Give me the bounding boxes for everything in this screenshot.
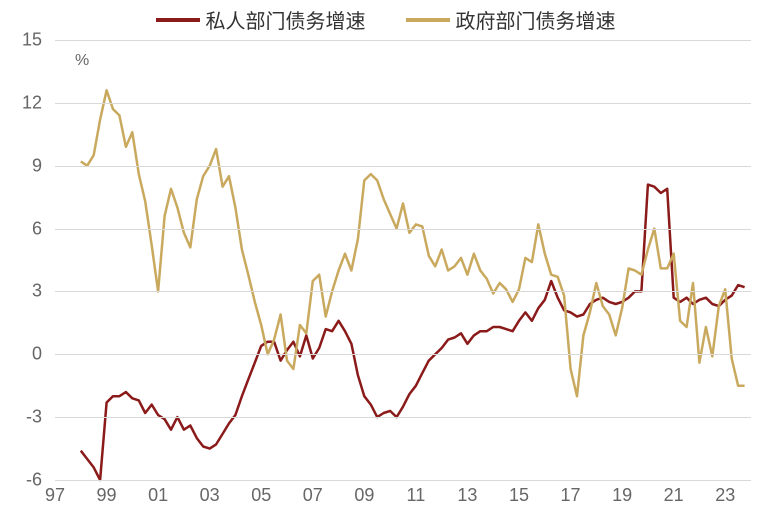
x-tick-label: 03 xyxy=(200,485,220,506)
x-tick-label: 23 xyxy=(715,485,735,506)
gridline xyxy=(55,291,751,292)
legend: 私人部门债务增速 政府部门债务增速 xyxy=(0,5,771,34)
legend-item-gov: 政府部门债务增速 xyxy=(406,5,616,34)
line-chart-svg xyxy=(55,40,751,480)
y-tick-label: -6 xyxy=(26,470,42,491)
y-tick-label: -3 xyxy=(26,407,42,428)
x-tick-label: 19 xyxy=(612,485,632,506)
gridline xyxy=(55,166,751,167)
x-tick-label: 05 xyxy=(251,485,271,506)
x-tick-label: 17 xyxy=(561,485,581,506)
gridline xyxy=(55,229,751,230)
gridline xyxy=(55,354,751,355)
x-tick-label: 99 xyxy=(97,485,117,506)
x-tick-label: 01 xyxy=(148,485,168,506)
legend-swatch-gov xyxy=(406,18,450,22)
x-tick-label: 11 xyxy=(407,485,426,506)
y-tick-label: 12 xyxy=(22,92,42,113)
y-tick-label: 3 xyxy=(32,281,42,302)
x-tick-label: 07 xyxy=(303,485,323,506)
y-axis: -6-303691215 xyxy=(0,40,50,480)
legend-label-gov: 政府部门债务增速 xyxy=(456,5,616,34)
y-tick-label: 9 xyxy=(32,155,42,176)
x-axis: 9799010305070911131517192123 xyxy=(55,485,751,510)
y-tick-label: 0 xyxy=(32,344,42,365)
legend-label-private: 私人部门债务增速 xyxy=(206,5,366,34)
x-tick-label: 15 xyxy=(509,485,529,506)
x-tick-label: 09 xyxy=(354,485,374,506)
legend-swatch-private xyxy=(156,18,200,22)
x-tick-label: 97 xyxy=(45,485,65,506)
plot-area: % xyxy=(55,40,751,480)
gridline xyxy=(55,103,751,104)
x-tick-label: 13 xyxy=(457,485,477,506)
gridline xyxy=(55,417,751,418)
chart-container: 私人部门债务增速 政府部门债务增速 -6-303691215 % 9799010… xyxy=(0,0,771,520)
gridline xyxy=(55,480,751,481)
x-tick-label: 21 xyxy=(664,485,684,506)
legend-item-private: 私人部门债务增速 xyxy=(156,5,366,34)
y-tick-label: 15 xyxy=(22,30,42,51)
gridline xyxy=(55,40,751,41)
y-tick-label: 6 xyxy=(32,218,42,239)
